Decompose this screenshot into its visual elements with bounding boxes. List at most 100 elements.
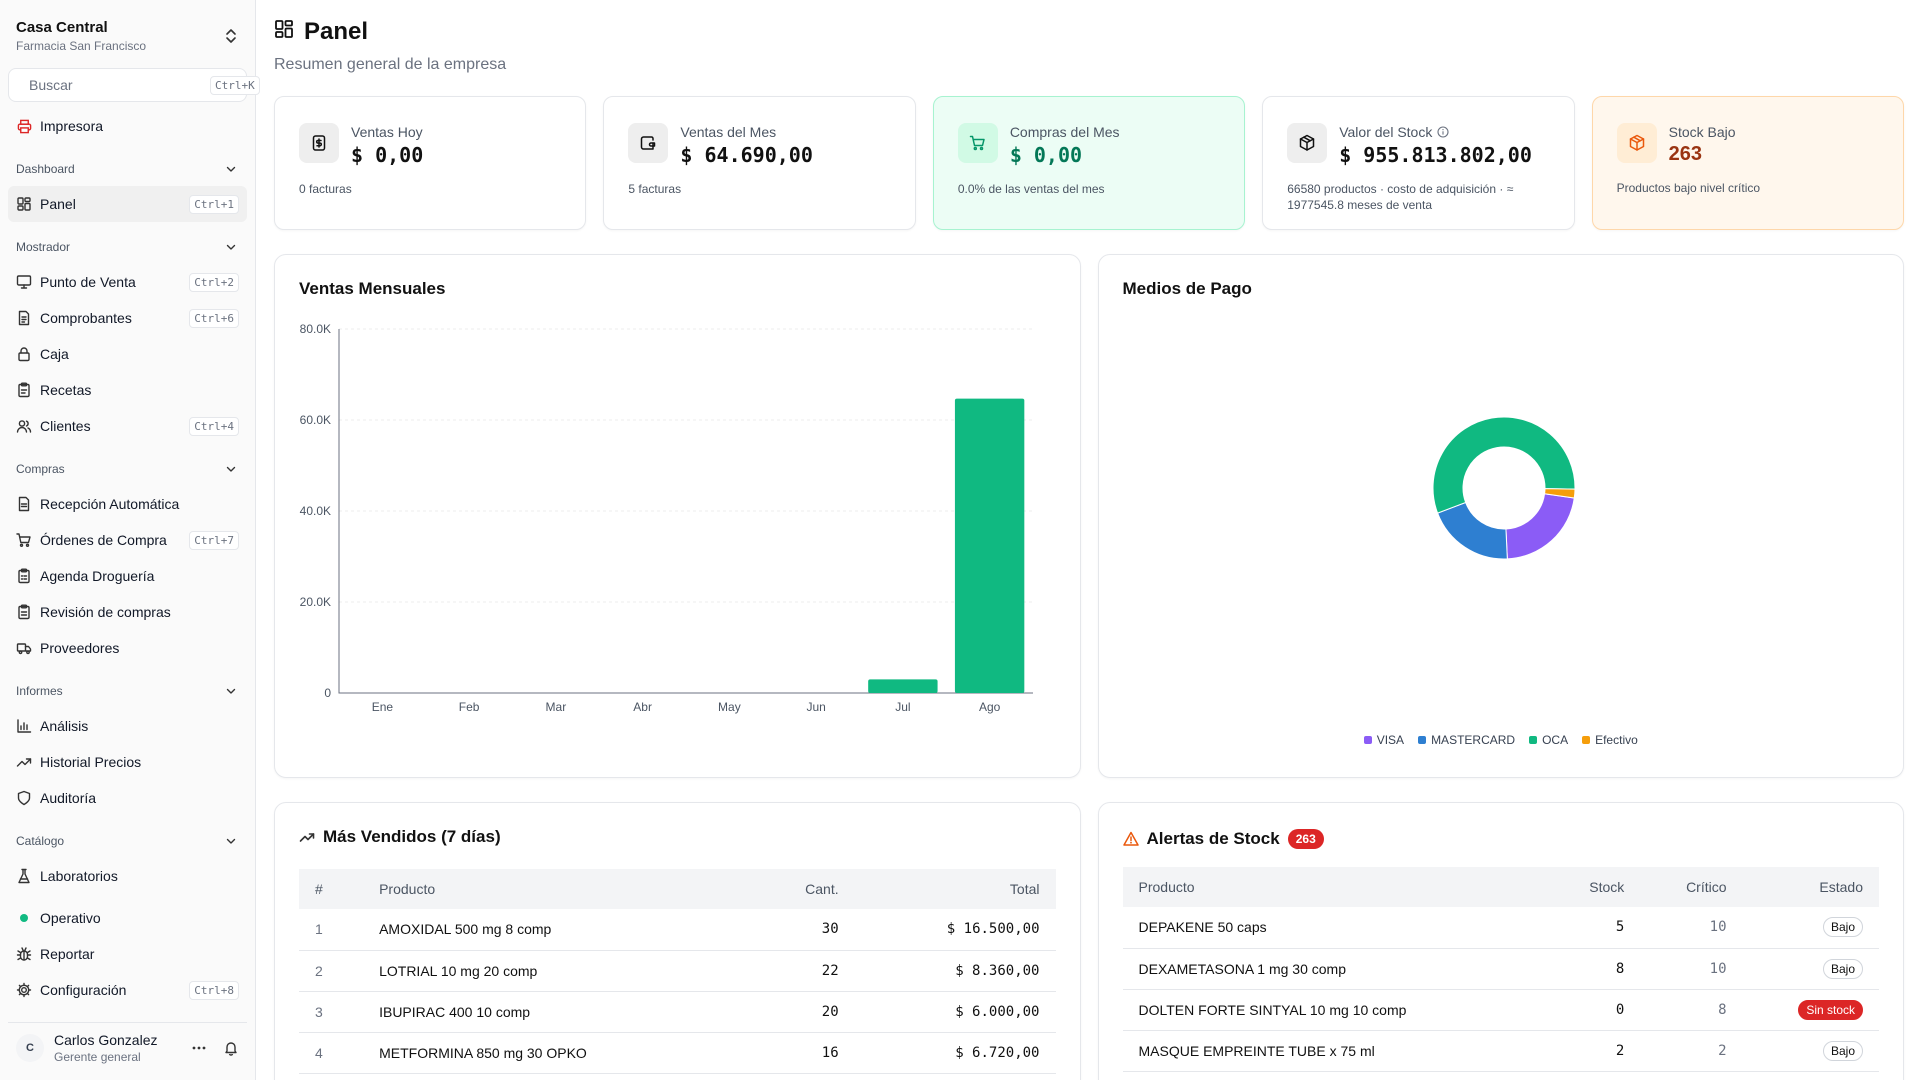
- kpi-card-compras-del-mes[interactable]: Compras del Mes $ 0,00 0.0% de las venta…: [932, 96, 1246, 230]
- chevron-down-icon: [226, 466, 236, 472]
- table-row[interactable]: 3 IBUPIRAC 400 10 comp 20 $ 6.000,00: [299, 991, 1056, 1033]
- sidebar-item-label: Agenda Droguería: [40, 568, 155, 584]
- donut-slice-mastercard[interactable]: [1436, 501, 1508, 560]
- sidebar-item-recetas[interactable]: Recetas: [8, 372, 247, 408]
- table-row[interactable]: MASQUE EMPREINTE TUBE x 75 ml 2 2 Bajo: [1122, 1030, 1879, 1072]
- table-row[interactable]: 1 AMOXIDAL 500 mg 8 comp 30 $ 16.500,00: [299, 909, 1056, 951]
- shortcut-badge: Ctrl+8: [189, 980, 239, 1000]
- trending-up-icon: [299, 833, 315, 842]
- table-cell: 10: [1640, 948, 1743, 990]
- sidebar-item-clientes[interactable]: Clientes Ctrl+4: [8, 408, 247, 444]
- section-label: Compras: [16, 462, 65, 476]
- sidebar-item-caja[interactable]: Caja: [8, 336, 247, 372]
- payments-donut-chart: [1432, 416, 1575, 560]
- table-row[interactable]: DOLTEN FORTE SINTYAL 10 mg 10 comp 0 8 Sin …: [1122, 989, 1879, 1031]
- legend-label: VISA: [1376, 733, 1405, 747]
- bar-ago[interactable]: [954, 398, 1025, 693]
- kpi-label: Valor del Stock: [1339, 124, 1433, 140]
- info-icon[interactable]: [1437, 126, 1449, 138]
- table-cell: 2: [299, 950, 364, 992]
- table-row[interactable]: DEPAKENE 50 caps 5 10 Bajo: [1122, 907, 1879, 949]
- donut-slice-efectivo[interactable]: [1543, 488, 1575, 499]
- status-badge: Bajo: [1822, 1040, 1863, 1061]
- chevron-down-icon: [226, 244, 236, 250]
- trending-up-icon: [16, 758, 32, 767]
- sidebar-item-panel[interactable]: Panel Ctrl+1: [8, 186, 247, 222]
- sidebar-item-revisión-de-compras[interactable]: Revisión de compras: [8, 594, 247, 630]
- bell-icon[interactable]: [223, 1040, 239, 1056]
- table-cell: DOLTEN FORTE SINTYAL 10 mg 10 comp: [1122, 989, 1546, 1031]
- kpi-label: Compras del Mes: [1009, 124, 1120, 140]
- chevron-down-icon: [226, 688, 236, 694]
- sidebar-item-análisis[interactable]: Análisis: [8, 708, 247, 744]
- user-menu[interactable]: C Carlos Gonzalez Gerente general: [8, 1022, 247, 1072]
- table-cell: 2: [1545, 1030, 1641, 1072]
- table-cell: 8: [1545, 948, 1641, 990]
- search-box[interactable]: Ctrl+K: [8, 68, 260, 102]
- sidebar-item-proveedores[interactable]: Proveedores: [8, 630, 247, 666]
- store-switcher[interactable]: Casa Central Farmacia San Francisco: [0, 0, 255, 56]
- column-header: Stock: [1589, 879, 1625, 895]
- sidebar-item-label: Revisión de compras: [40, 604, 171, 620]
- sidebar-item-operativo[interactable]: Operativo: [8, 900, 247, 936]
- kpi-card-ventas-del-mes[interactable]: Ventas del Mes $ 64.690,00 5 facturas: [603, 96, 916, 230]
- printer-button[interactable]: Impresora: [8, 108, 247, 144]
- kpi-card-stock-bajo[interactable]: Stock Bajo 263 Productos bajo nivel crít…: [1591, 96, 1905, 230]
- sidebar-section-header[interactable]: Mostrador: [0, 230, 255, 264]
- sidebar-item-reportar[interactable]: Reportar: [8, 936, 247, 972]
- cart-icon: [969, 135, 985, 151]
- table-row[interactable]: DEXAMETASONA 1 mg 30 comp 8 10 Bajo: [1122, 948, 1879, 990]
- chevron-down-icon: [226, 166, 236, 172]
- sidebar-item-punto-de-venta[interactable]: Punto de Venta Ctrl+2: [8, 264, 247, 300]
- legend-item: Efectivo: [1582, 733, 1638, 747]
- x-tick-label: Jul: [895, 700, 910, 714]
- donut-slice-visa[interactable]: [1504, 493, 1575, 560]
- kpi-value: 263: [1668, 143, 1702, 165]
- y-tick-label: 80.0K: [300, 322, 331, 336]
- table-cell: METFORMINA 850 mg 30 OPKO: [363, 1032, 750, 1074]
- kpi-value: $ 64.690,00: [680, 143, 813, 167]
- table-row[interactable]: 4 METFORMINA 850 mg 30 OPKO 16 $ 6.720,00: [299, 1032, 1056, 1074]
- sidebar-section-header[interactable]: Informes: [0, 674, 255, 708]
- table-cell: $ 6.000,00: [854, 991, 1056, 1033]
- shortcut-badge: Ctrl+6: [189, 308, 239, 328]
- receipt-icon: [18, 310, 30, 326]
- table-cell: 20: [749, 991, 855, 1033]
- status-badge: Bajo: [1822, 917, 1863, 938]
- sidebar-section-header[interactable]: Catálogo: [0, 824, 255, 858]
- sidebar-item-historial-precios[interactable]: Historial Precios: [8, 744, 247, 780]
- page-title: Panel: [274, 18, 1904, 46]
- sidebar-item-órdenes-de-compra[interactable]: Órdenes de Compra Ctrl+7: [8, 522, 247, 558]
- x-tick-label: May: [718, 700, 741, 714]
- more-icon[interactable]: [191, 1040, 207, 1056]
- sidebar-item-laboratorios[interactable]: Laboratorios: [8, 858, 247, 894]
- kpi-footnote: 0 facturas: [299, 182, 352, 196]
- sidebar-item-label: Análisis: [40, 718, 89, 734]
- sidebar-item-agenda-droguería[interactable]: Agenda Droguería: [8, 558, 247, 594]
- payments-chart-title: Medios de Pago: [1122, 279, 1252, 298]
- sidebar-item-label: Clientes: [40, 418, 91, 434]
- main-content: Panel Resumen general de la empresa Vent…: [256, 0, 1920, 1080]
- sidebar-item-auditoría[interactable]: Auditoría: [8, 780, 247, 816]
- sidebar: Casa Central Farmacia San Francisco Ctrl…: [0, 0, 260, 1080]
- kpi-card-ventas-hoy[interactable]: Ventas Hoy $ 0,00 0 facturas: [274, 96, 587, 230]
- column-header: Producto: [379, 881, 436, 897]
- sidebar-item-configuración[interactable]: Configuración Ctrl+8: [8, 972, 247, 1008]
- kpi-card-valor-del-stock[interactable]: Valor del Stock $ 955.813.802,00 66580 p…: [1262, 96, 1575, 230]
- sidebar-section-header[interactable]: Compras: [0, 452, 255, 486]
- sales-bar-chart: 0 20.0K 40.0K 60.0K 80.0K Ene Feb Mar Abr May Jun J…: [300, 322, 1033, 714]
- bar-jul[interactable]: [868, 679, 938, 693]
- sidebar-section-header[interactable]: Dashboard: [0, 152, 255, 186]
- table-row[interactable]: 2 LOTRIAL 10 mg 20 comp 22 $ 8.360,00: [299, 950, 1056, 992]
- sidebar-item-recepción-automática[interactable]: Recepción Automática: [8, 486, 247, 522]
- table-cell: 8: [1640, 989, 1743, 1031]
- status-cell: Bajo: [1742, 948, 1879, 990]
- donut-slice-oca[interactable]: [1432, 416, 1575, 514]
- search-input[interactable]: [29, 77, 210, 93]
- sales-chart-title: Ventas Mensuales: [299, 279, 446, 298]
- column-header: Producto: [1138, 879, 1195, 895]
- users-icon: [16, 420, 32, 433]
- legend-swatch: [1529, 736, 1538, 744]
- bug-icon: [16, 947, 32, 961]
- sidebar-item-comprobantes[interactable]: Comprobantes Ctrl+6: [8, 300, 247, 336]
